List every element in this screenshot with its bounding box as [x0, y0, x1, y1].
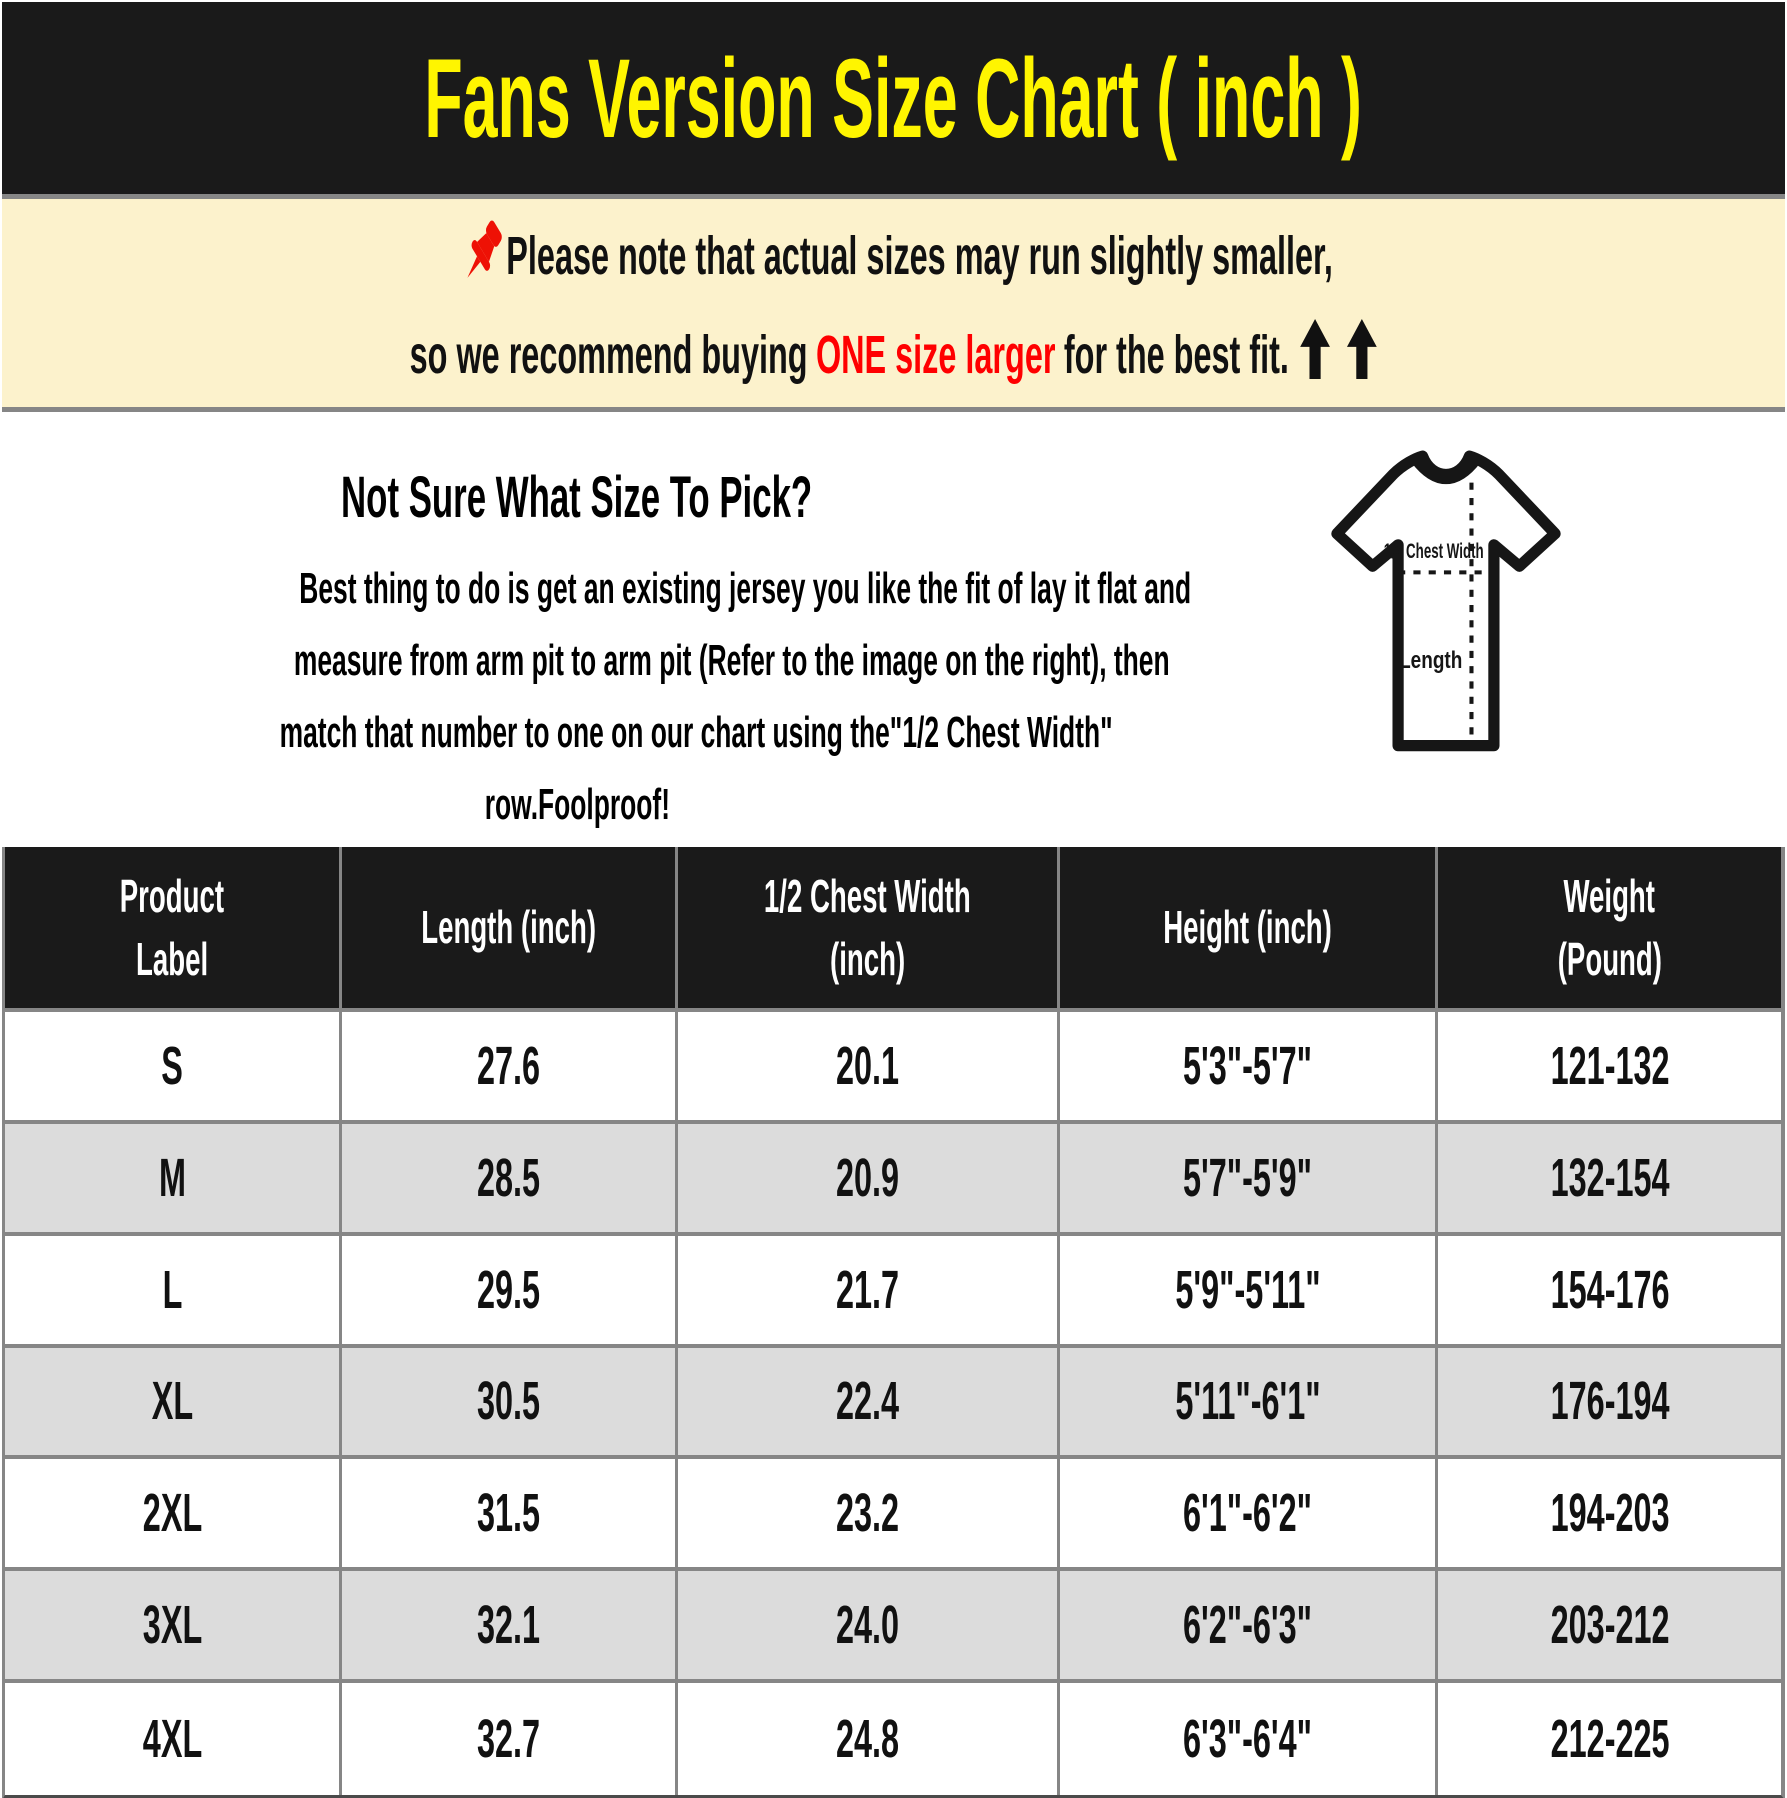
- table-cell-length: 32.1: [342, 1571, 679, 1684]
- table-cell-size: XL: [5, 1347, 343, 1460]
- table-cell-height: 6'2"-6'3": [1059, 1571, 1439, 1684]
- guide-body-line: row.Foolproof!: [484, 780, 670, 829]
- one-size-larger-highlight: ONE size larger: [815, 325, 1056, 385]
- table-cell-weight: 203-212: [1438, 1571, 1781, 1684]
- table-cell-length: 27.6: [342, 1012, 679, 1124]
- table-cell-chest: 21.7: [678, 1235, 1060, 1348]
- table-cell-weight: 212-225: [1438, 1683, 1781, 1795]
- guide-text-block: Not Sure What Size To Pick? Best thing t…: [2, 464, 1192, 841]
- table-cell-length: 28.5: [342, 1123, 679, 1236]
- table-cell-height: 5'3"-5'7": [1059, 1012, 1439, 1124]
- table-cell-weight: 194-203: [1438, 1459, 1781, 1572]
- table-cell-length: 29.5: [342, 1235, 679, 1348]
- table-cell-weight: 121-132: [1438, 1012, 1781, 1124]
- table-cell-weight: 132-154: [1438, 1123, 1781, 1236]
- notice-text-2-post: for the best fit.: [1063, 325, 1289, 385]
- table-cell-size: 3XL: [5, 1571, 343, 1684]
- notice-banner: Please note that actual sizes may run sl…: [2, 199, 1785, 412]
- header-cell-weight: Weight (Pound): [1438, 847, 1781, 1012]
- title-bar: Fans Version Size Chart ( inch ): [2, 2, 1785, 199]
- tshirt-collar: [1411, 453, 1481, 485]
- size-table: Product Label Length (inch) 1/2 Chest Wid…: [2, 847, 1785, 1798]
- table-cell-height: 5'7"-5'9": [1059, 1123, 1439, 1236]
- up-arrow-icon: [1346, 319, 1377, 392]
- table-cell-chest: 24.8: [678, 1683, 1060, 1795]
- table-cell-height: 5'9"-5'11": [1059, 1235, 1439, 1348]
- header-cell-length: Length (inch): [342, 847, 679, 1012]
- tshirt-measure-diagram: 1/2 Chest Width Length: [1303, 448, 1589, 764]
- notice-line-2: so we recommend buying ONE size larger for…: [87, 319, 1700, 392]
- notice-text-2-pre: so we recommend buying: [409, 325, 808, 385]
- header-cell-product-label: Product Label: [5, 847, 343, 1012]
- header-cell-chest-width: 1/2 Chest Width (inch): [678, 847, 1060, 1012]
- length-label: Length: [1399, 647, 1462, 674]
- table-cell-height: 5'11"-6'1": [1059, 1347, 1439, 1460]
- table-cell-weight: 176-194: [1438, 1347, 1781, 1460]
- chest-width-label: 1/2 Chest Width: [1384, 539, 1484, 563]
- notice-line-1: Please note that actual sizes may run sl…: [162, 214, 1626, 305]
- table-cell-chest: 20.1: [678, 1012, 1060, 1124]
- guide-section: Not Sure What Size To Pick? Best thing t…: [2, 412, 1785, 847]
- table-cell-height: 6'3"-6'4": [1059, 1683, 1439, 1795]
- table-cell-chest: 20.9: [678, 1123, 1060, 1236]
- table-cell-chest: 22.4: [678, 1347, 1060, 1460]
- guide-body-line: measure from arm pit to arm pit (Refer t…: [293, 636, 1170, 685]
- table-cell-chest: 24.0: [678, 1571, 1060, 1684]
- notice-text-1: Please note that actual sizes may run sl…: [506, 225, 1333, 286]
- guide-body-line: match that number to one on our chart us…: [279, 708, 1113, 757]
- table-cell-length: 31.5: [342, 1459, 679, 1572]
- table-cell-size: S: [5, 1012, 343, 1124]
- table-cell-weight: 154-176: [1438, 1235, 1781, 1348]
- page-title: Fans Version Size Chart ( inch ): [424, 35, 1363, 161]
- tshirt-outline: [1331, 450, 1561, 752]
- guide-body-line: Best thing to do is get an existing jers…: [299, 564, 1192, 613]
- table-cell-size: M: [5, 1123, 343, 1236]
- table-cell-height: 6'1"-6'2": [1059, 1459, 1439, 1572]
- up-arrow-icon: [1299, 319, 1330, 392]
- pushpin-icon: [454, 214, 509, 305]
- table-cell-size: 4XL: [5, 1683, 343, 1795]
- header-cell-height: Height (inch): [1059, 847, 1439, 1012]
- table-cell-length: 30.5: [342, 1347, 679, 1460]
- guide-heading: Not Sure What Size To Pick?: [341, 465, 813, 530]
- table-cell-length: 32.7: [342, 1683, 679, 1795]
- table-cell-size: 2XL: [5, 1459, 343, 1572]
- table-cell-size: L: [5, 1235, 343, 1348]
- table-cell-chest: 23.2: [678, 1459, 1060, 1572]
